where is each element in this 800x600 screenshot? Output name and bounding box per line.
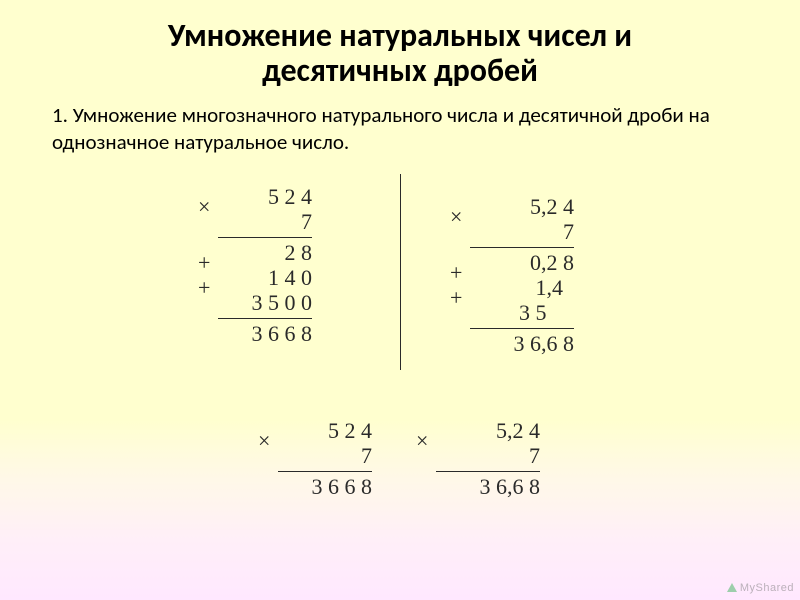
calc-value: 0,2 8 xyxy=(530,250,574,275)
calc-value: 2 8 xyxy=(285,240,313,265)
calc-value: 7 xyxy=(301,209,312,234)
calc-rule xyxy=(278,471,372,472)
page-title: Умножение натуральных чисел и десятичных… xyxy=(0,0,800,88)
calc-value: 3 6,6 8 xyxy=(480,474,541,499)
calc-row: 3 5 0 0 xyxy=(218,290,312,315)
calc-row: 3 6 6 8 xyxy=(278,474,372,499)
calc-bottom-left: ×5 2 47 3 6 6 8 xyxy=(278,418,372,499)
calc-value: 3 6 6 8 xyxy=(312,474,373,499)
calc-row: 3 6,6 8 xyxy=(470,331,574,356)
multiply-sign: × xyxy=(198,194,210,219)
calc-row: 7 xyxy=(278,443,372,468)
watermark-text: MyShared xyxy=(740,582,794,594)
plus-sign: + xyxy=(450,285,462,310)
calc-top-right: ×5,2 47 +0,2 8+1,4 3 5 3 6,6 8 xyxy=(470,194,574,356)
calc-row: ×5 2 4 xyxy=(218,184,312,209)
subtitle: 1. Умножение многозначного натурального … xyxy=(0,88,800,156)
calc-row: +1,4 xyxy=(470,275,574,300)
calc-value: 5 2 4 xyxy=(268,184,312,209)
calc-row: ×5,2 4 xyxy=(436,418,540,443)
title-line-2: десятичных дробей xyxy=(0,53,800,88)
multiply-sign: × xyxy=(258,428,270,453)
calc-value: 5,2 4 xyxy=(530,194,574,219)
math-area: ×5 2 47+2 8+1 4 03 5 0 03 6 6 8 ×5,2 47+… xyxy=(0,156,800,586)
calc-rule xyxy=(218,318,312,319)
calc-row: 7 xyxy=(218,209,312,234)
calc-bottom-right: ×5,2 47 3 6,6 8 xyxy=(436,418,540,499)
calc-value: 7 xyxy=(361,443,372,468)
calc-row: 3 6 6 8 xyxy=(218,321,312,346)
calc-value: 1 4 0 xyxy=(268,265,312,290)
plus-sign: + xyxy=(198,250,210,275)
watermark-logo: MyShared xyxy=(727,582,794,594)
calc-rule xyxy=(470,247,574,248)
calc-row: 7 xyxy=(436,443,540,468)
play-icon xyxy=(727,583,737,592)
calc-row: +1 4 0 xyxy=(218,265,312,290)
calc-value: 5,2 4 xyxy=(496,418,540,443)
calc-value: 7 xyxy=(563,219,574,244)
multiply-sign: × xyxy=(450,204,462,229)
vertical-separator xyxy=(400,174,401,370)
calc-value: 3 5 xyxy=(519,300,574,325)
calc-value: 3 6 6 8 xyxy=(252,321,313,346)
calc-row: +0,2 8 xyxy=(470,250,574,275)
calc-value: 3 5 0 0 xyxy=(252,290,313,315)
calc-rule xyxy=(436,471,540,472)
calc-value: 5 2 4 xyxy=(328,418,372,443)
calc-row: 7 xyxy=(470,219,574,244)
calc-row: 3 6,6 8 xyxy=(436,474,540,499)
plus-sign: + xyxy=(450,260,462,285)
multiply-sign: × xyxy=(416,428,428,453)
plus-sign: + xyxy=(198,275,210,300)
calc-rule xyxy=(470,328,574,329)
calc-value: 3 6,6 8 xyxy=(514,331,575,356)
calc-row: ×5 2 4 xyxy=(278,418,372,443)
calc-rule xyxy=(218,237,312,238)
calc-row: +2 8 xyxy=(218,240,312,265)
calc-row: 3 5 xyxy=(470,300,574,325)
calc-row: ×5,2 4 xyxy=(470,194,574,219)
title-line-1: Умножение натуральных чисел и xyxy=(0,18,800,53)
calc-value: 1,4 xyxy=(536,275,575,300)
calc-top-left: ×5 2 47 +2 8+1 4 03 5 0 0 3 6 6 8 xyxy=(218,184,312,346)
calc-value: 7 xyxy=(529,443,540,468)
